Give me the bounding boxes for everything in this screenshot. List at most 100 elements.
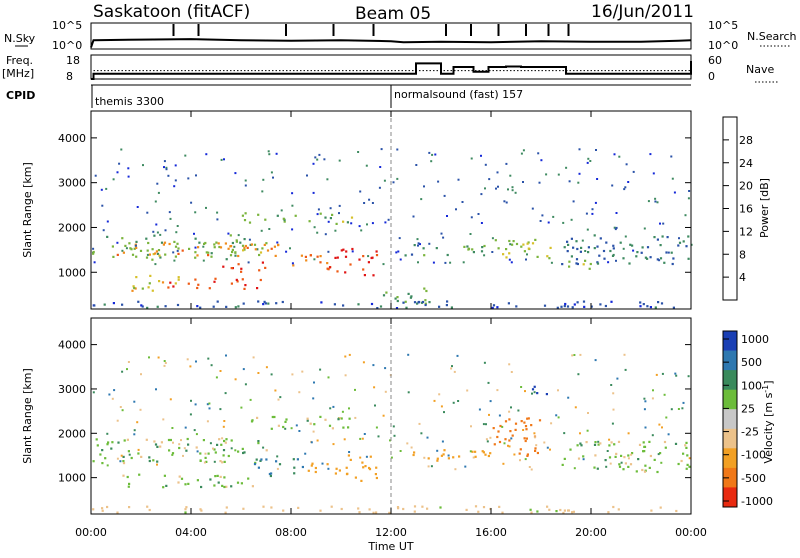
velocity-cell <box>441 440 444 443</box>
velocity-cell <box>119 460 122 463</box>
power-cell <box>229 234 232 237</box>
velocity-cell <box>92 391 95 394</box>
velocity-cell <box>101 462 104 465</box>
velocity-cell <box>152 459 155 462</box>
power-cell <box>168 242 171 246</box>
power-cell <box>326 267 329 270</box>
velocity-cell <box>644 400 647 403</box>
velocity-cell <box>651 434 654 437</box>
cpid-name-1: themis 3300 <box>95 95 164 108</box>
power-cell <box>237 263 240 266</box>
power-cell <box>509 174 512 177</box>
velocity-cell <box>375 466 378 469</box>
velocity-cell <box>504 420 508 423</box>
velocity-cell <box>374 404 376 407</box>
velocity-colorbar-tick: -25 <box>741 426 759 439</box>
power-cell <box>194 246 197 249</box>
velocity-cell <box>274 389 277 392</box>
velocity-cell <box>514 422 518 425</box>
velocity-cell <box>354 388 356 391</box>
power-cell <box>169 281 172 284</box>
velocity-cell <box>663 440 667 444</box>
velocity-cell <box>348 353 351 356</box>
power-cell <box>100 188 103 191</box>
power-cell <box>656 258 659 261</box>
power-cell <box>243 238 246 241</box>
velocity-cell <box>524 425 528 428</box>
power-cell <box>603 257 606 260</box>
velocity-cell <box>555 510 558 513</box>
power-cell <box>181 249 184 252</box>
power-cell <box>264 302 267 305</box>
power-cell <box>566 305 570 308</box>
velocity-cell <box>582 455 585 458</box>
power-cell <box>571 306 574 309</box>
velocity-cell <box>133 400 136 403</box>
power-cell <box>387 218 390 221</box>
velocity-cell <box>157 356 160 359</box>
power-cell <box>599 303 602 306</box>
velocity-cell <box>304 452 307 455</box>
velocity-cell <box>297 506 300 509</box>
velocity-cell <box>189 365 192 368</box>
velocity-cell <box>207 452 210 455</box>
velocity-cell <box>508 418 511 421</box>
power-cell <box>467 248 470 251</box>
freq-label-1: Freq. <box>6 54 33 67</box>
velocity-cell <box>273 415 276 419</box>
power-cell <box>395 307 399 310</box>
power-cell <box>106 220 109 223</box>
power-cell <box>243 246 246 249</box>
velocity-cell <box>260 458 263 461</box>
power-cell <box>565 166 568 169</box>
power-cell <box>312 191 315 194</box>
x-tick-label: 12:00 <box>375 526 407 539</box>
velocity-cell <box>407 391 410 394</box>
velocity-cell <box>594 359 597 362</box>
power-cell <box>576 301 579 304</box>
velocity-cell <box>392 425 395 428</box>
velocity-cell <box>92 508 95 511</box>
power-cell <box>591 208 594 211</box>
power-cell <box>112 255 115 258</box>
power-cell <box>174 164 177 167</box>
velocity-cell <box>685 446 688 449</box>
power-cell <box>202 245 205 248</box>
velocity-cell <box>187 443 190 446</box>
power-cell <box>512 240 515 243</box>
velocity-cell <box>127 450 130 453</box>
velocity-cell <box>498 440 502 444</box>
power-cell <box>612 244 615 247</box>
velocity-cell <box>185 506 188 509</box>
velocity-cell <box>630 453 633 456</box>
velocity-cell <box>342 426 345 429</box>
velocity-cell <box>347 426 350 429</box>
velocity-cell <box>688 465 691 468</box>
power-cell <box>145 237 148 240</box>
velocity-cell <box>613 443 616 446</box>
velocity-cell <box>148 456 151 459</box>
power-cell <box>404 300 407 303</box>
velocity-cell <box>655 373 658 376</box>
velocity-cell <box>156 460 159 463</box>
velocity-cell <box>620 461 623 464</box>
velocity-cell <box>337 418 340 421</box>
velocity-cell <box>184 426 187 429</box>
velocity-cell <box>525 428 528 431</box>
velocity-cell <box>332 405 335 408</box>
velocity-cell <box>530 424 533 427</box>
velocity-cell <box>684 444 687 447</box>
velocity-cell <box>390 456 393 459</box>
velocity-cell <box>470 425 472 428</box>
velocity-cell <box>535 444 538 447</box>
power-cell <box>305 259 308 262</box>
power-cell <box>208 287 211 290</box>
power-x-ticks <box>90 111 692 309</box>
power-cell <box>231 250 234 254</box>
velocity-cell <box>464 465 467 468</box>
velocity-cell <box>557 389 559 392</box>
power-cell <box>257 300 260 303</box>
power-cell <box>491 251 494 253</box>
velocity-cell <box>169 398 172 401</box>
velocity-cell <box>215 376 218 379</box>
